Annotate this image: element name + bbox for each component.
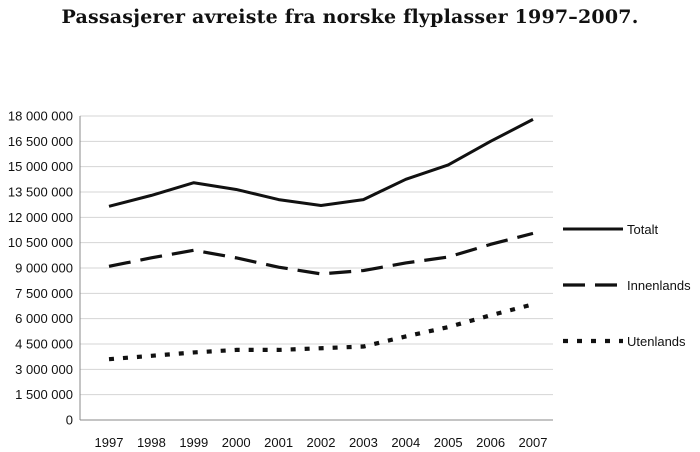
x-tick-label: 2007 (519, 435, 548, 450)
legend-label-innenlands: Innenlands (627, 278, 691, 293)
y-tick-label: 3 000 000 (15, 362, 73, 377)
series-line-innenlands (108, 231, 534, 276)
y-tick-label: 15 000 000 (8, 159, 73, 174)
x-tick-label: 2000 (222, 435, 251, 450)
x-tick-label: 2005 (434, 435, 463, 450)
x-tick-label: 2003 (349, 435, 378, 450)
gridlines (80, 115, 553, 396)
x-tick-label: 2001 (264, 435, 293, 450)
x-tick-label: 2004 (391, 435, 420, 450)
axes (79, 116, 553, 421)
y-tick-label: 16 500 000 (8, 134, 73, 149)
legend-label-utenlands: Utenlands (627, 334, 686, 349)
chart-title: Passasjerer avreiste fra norske flyplass… (61, 6, 639, 28)
y-tick-label: 7 500 000 (15, 286, 73, 301)
legend-label-totalt: Totalt (627, 222, 658, 237)
y-tick-label: 9 000 000 (15, 261, 73, 276)
y-tick-label: 1 500 000 (15, 387, 73, 402)
x-tick-labels: 1997 1998 1999 2000 2001 2002 2003 2004 2005 2006… (95, 435, 548, 450)
y-tick-label: 4 500 000 (15, 337, 73, 352)
x-tick-label: 2006 (476, 435, 505, 450)
x-tick-label: 1999 (179, 435, 208, 450)
x-tick-label: 1997 (95, 435, 124, 450)
y-tick-label: 0 (66, 413, 73, 428)
x-tick-label: 2002 (307, 435, 336, 450)
y-tick-label: 6 000 000 (15, 311, 73, 326)
legend: Totalt Innenlands Utenlands (563, 222, 691, 349)
y-tick-label: 18 000 000 (8, 109, 73, 124)
series-line-utenlands (108, 302, 534, 362)
series-lines (108, 118, 534, 362)
y-tick-label: 10 500 000 (8, 235, 73, 250)
y-tick-label: 12 000 000 (8, 210, 73, 225)
series-line-totalt (108, 118, 534, 208)
y-tick-labels: 0 1 500 000 3 000 000 4 500 000 6 000 000 7 5… (8, 109, 73, 428)
y-tick-label: 13 500 000 (8, 185, 73, 200)
x-tick-label: 1998 (137, 435, 166, 450)
